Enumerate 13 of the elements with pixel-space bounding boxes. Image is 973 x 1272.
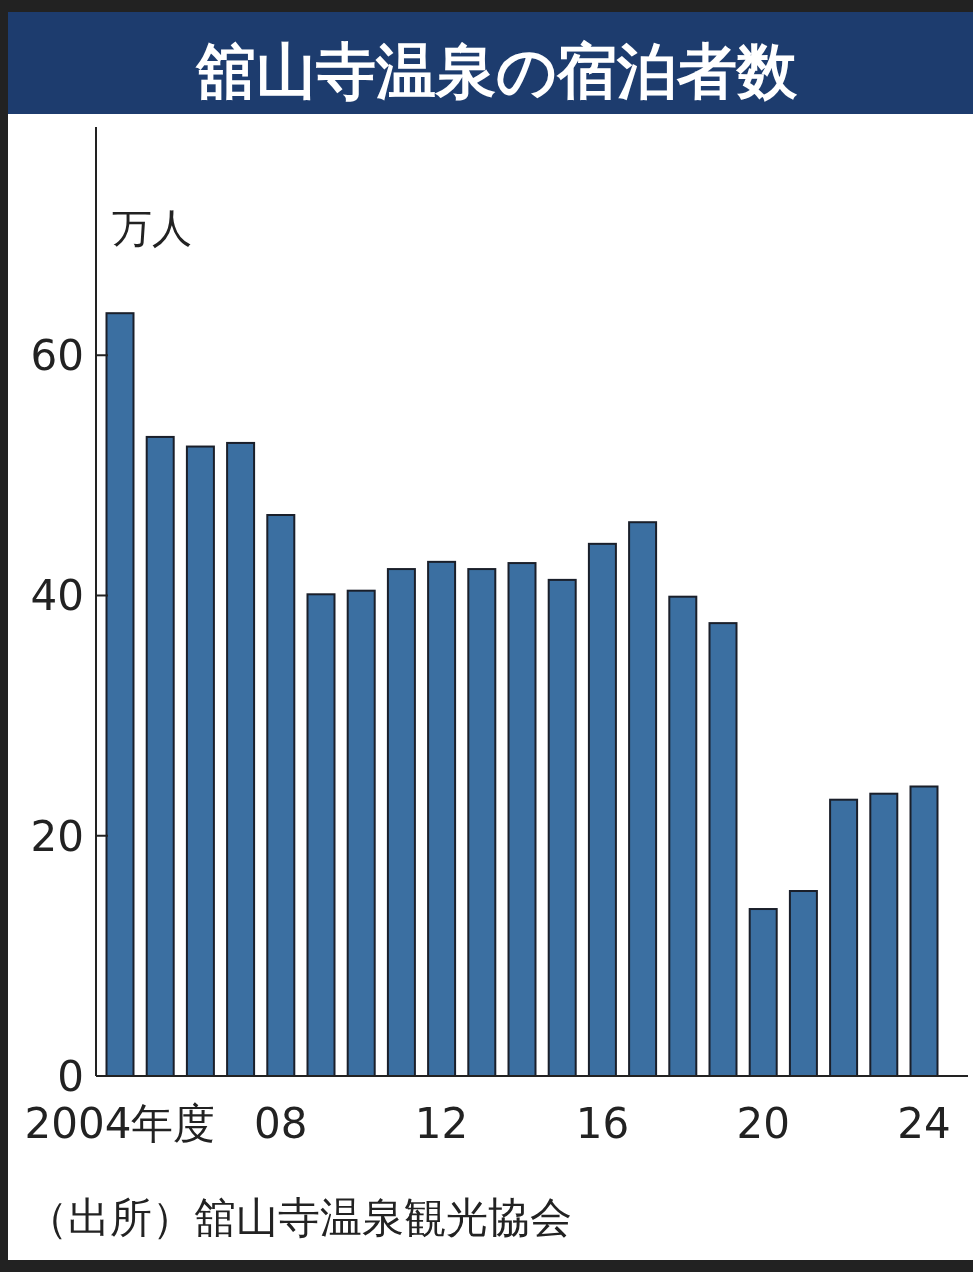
x-tick-label: 08: [254, 1099, 308, 1148]
y-axis-title: 万人: [112, 205, 192, 251]
x-tick-label: 20: [736, 1099, 790, 1148]
x-tick-label: 2004年度: [24, 1099, 216, 1148]
text: （出所）舘山寺温泉観光協会: [26, 1193, 572, 1242]
y-tick-label: 0: [57, 1052, 84, 1101]
x-tick-label: 16: [575, 1099, 630, 1148]
y-tick-label: 20: [30, 811, 84, 861]
x-tick-label: 12: [414, 1099, 469, 1148]
x-tick-label: 24: [897, 1099, 951, 1148]
chart-title: 舘山寺温泉の宿泊者数: [194, 36, 798, 106]
y-tick-label: 60: [30, 331, 84, 381]
y-tick-label: 40: [30, 571, 84, 621]
